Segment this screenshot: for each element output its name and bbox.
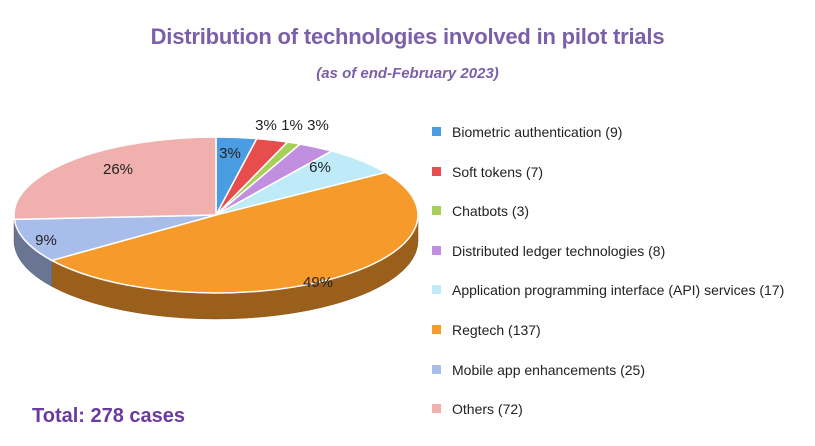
chart-title: Distribution of technologies involved in… <box>150 24 665 49</box>
legend-swatch <box>432 127 441 136</box>
legend-label: Application programming interface (API) … <box>452 282 785 299</box>
pie-slice-6 <box>49 171 419 294</box>
total-cases-label: Total: 278 cases <box>32 405 186 427</box>
pie-percent-label-6: 49% <box>303 274 333 291</box>
pie-slice-8 <box>13 136 217 221</box>
legend-swatch <box>432 206 441 216</box>
pie-percent-label-3: 1% <box>281 117 303 134</box>
legend-label: Biometric authentication (9) <box>452 124 623 140</box>
pie-slice-7 <box>13 214 217 262</box>
pie-percent-label-7: 9% <box>35 232 57 249</box>
legend-label: Regtech (137) <box>452 322 541 338</box>
legend-label: Others (72) <box>452 401 523 418</box>
legend-label: Mobile app enhancements (25) <box>452 361 646 378</box>
pie-percent-labels: 3%3% 1% 3%6%49%9%26% <box>35 117 333 291</box>
pie-percent-label-1: 3% <box>219 145 241 162</box>
legend-swatch <box>432 364 441 374</box>
legend-label: Chatbots (3) <box>452 203 530 220</box>
legend-swatch <box>432 245 441 255</box>
legend-label: Soft tokens (7) <box>452 163 544 180</box>
legend-swatch <box>432 166 441 176</box>
pie-percent-label-4: 3% <box>307 117 329 134</box>
pie-percent-label-5: 6% <box>309 159 331 176</box>
pie-slices <box>13 136 419 294</box>
chart-subtitle: (as of end-February 2023) <box>316 65 499 82</box>
legend-swatch <box>432 285 441 295</box>
legend-label: Distributed ledger technologies (8) <box>452 242 666 259</box>
pie-percent-label-2: 3% <box>255 117 277 134</box>
pie-percent-label-8: 26% <box>103 161 133 178</box>
legend-swatch <box>432 404 441 414</box>
legend-swatch <box>432 325 441 334</box>
